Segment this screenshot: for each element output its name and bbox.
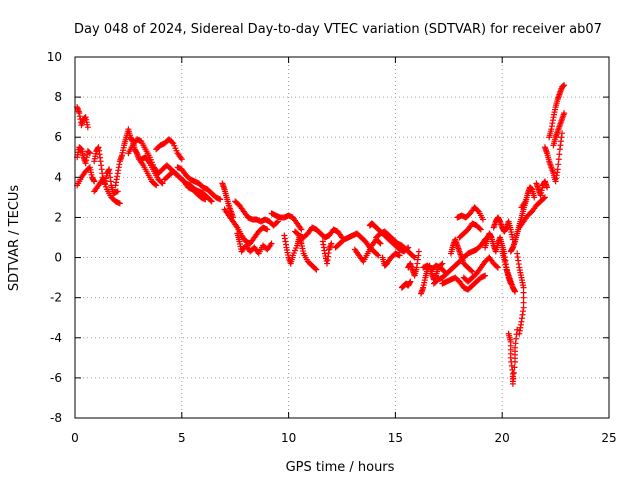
data-point xyxy=(91,178,98,185)
y-tick-label: 4 xyxy=(54,170,62,184)
data-point xyxy=(474,207,481,214)
y-tick-label: -2 xyxy=(50,291,62,305)
data-point xyxy=(407,278,414,285)
data-point xyxy=(207,197,214,204)
x-tick-label: 25 xyxy=(601,431,616,445)
data-point xyxy=(509,380,516,387)
data-point xyxy=(494,264,501,271)
data-point xyxy=(482,272,489,279)
data-point xyxy=(541,194,548,201)
data-point xyxy=(440,267,447,274)
data-point xyxy=(477,226,484,233)
data-point xyxy=(264,226,271,233)
data-point xyxy=(273,219,280,226)
data-point xyxy=(268,240,275,247)
data-point xyxy=(555,161,562,168)
data-point xyxy=(159,180,166,187)
data-point xyxy=(520,284,527,291)
data-point xyxy=(114,188,121,195)
data-point xyxy=(274,218,281,225)
data-point xyxy=(520,289,527,296)
chart-title: Day 048 of 2024, Sidereal Day-to-day VTE… xyxy=(74,22,602,37)
y-tick-label: -8 xyxy=(50,411,62,425)
x-tick-labels: 0 5 10 15 20 25 xyxy=(71,431,616,445)
data-point xyxy=(516,330,523,337)
data-point xyxy=(153,182,160,189)
data-point xyxy=(514,326,521,333)
data-point xyxy=(554,166,561,173)
data-point xyxy=(510,369,517,376)
data-point xyxy=(375,252,382,259)
y-tick-label: -4 xyxy=(50,331,62,345)
data-point xyxy=(493,263,500,270)
data-point xyxy=(208,198,215,205)
data-point xyxy=(169,139,176,146)
axis-ticks xyxy=(74,56,610,419)
data-point xyxy=(298,226,305,233)
data-point xyxy=(411,254,418,261)
data-point xyxy=(561,110,568,117)
y-tick-label: -6 xyxy=(50,371,62,385)
data-points xyxy=(74,82,568,387)
data-point xyxy=(469,268,476,275)
data-point xyxy=(374,251,381,258)
data-point xyxy=(479,216,486,223)
data-point xyxy=(312,265,319,272)
y-tick-label: 10 xyxy=(47,50,62,64)
y-axis-label: SDTVAR / TECUs xyxy=(7,185,22,292)
x-axis-label: GPS time / hours xyxy=(286,460,395,475)
data-point xyxy=(556,151,563,158)
data-point xyxy=(520,294,527,301)
data-point xyxy=(313,266,320,273)
x-tick-label: 0 xyxy=(71,431,79,445)
x-tick-label: 15 xyxy=(388,431,403,445)
data-point xyxy=(328,240,335,247)
y-tick-labels: -8 -6 -4 -2 0 2 4 6 8 10 xyxy=(47,50,62,425)
data-point xyxy=(410,253,417,260)
data-point xyxy=(561,82,568,89)
data-point xyxy=(510,375,517,382)
data-point xyxy=(84,124,91,131)
data-point xyxy=(512,288,519,295)
y-tick-label: 2 xyxy=(54,210,62,224)
data-point xyxy=(540,195,547,202)
y-tick-label: 6 xyxy=(54,130,62,144)
data-point xyxy=(396,252,403,259)
data-point xyxy=(439,260,446,267)
data-point xyxy=(116,200,123,207)
data-point xyxy=(152,181,159,188)
y-tick-label: 8 xyxy=(54,90,62,104)
data-point xyxy=(377,240,384,247)
data-point xyxy=(217,196,224,203)
data-point xyxy=(555,156,562,163)
y-tick-label: 0 xyxy=(54,251,62,265)
data-point xyxy=(158,179,165,186)
data-point xyxy=(531,194,538,201)
data-point xyxy=(520,299,527,306)
data-point xyxy=(511,364,518,371)
plot-frame xyxy=(74,56,610,419)
x-tick-label: 5 xyxy=(178,431,186,445)
data-point xyxy=(376,239,383,246)
data-point xyxy=(476,225,483,232)
data-point xyxy=(86,150,93,157)
data-point xyxy=(468,267,475,274)
x-tick-label: 20 xyxy=(495,431,510,445)
data-point xyxy=(544,184,551,191)
data-point xyxy=(415,248,422,255)
x-tick-label: 10 xyxy=(281,431,296,445)
data-point xyxy=(178,156,185,163)
